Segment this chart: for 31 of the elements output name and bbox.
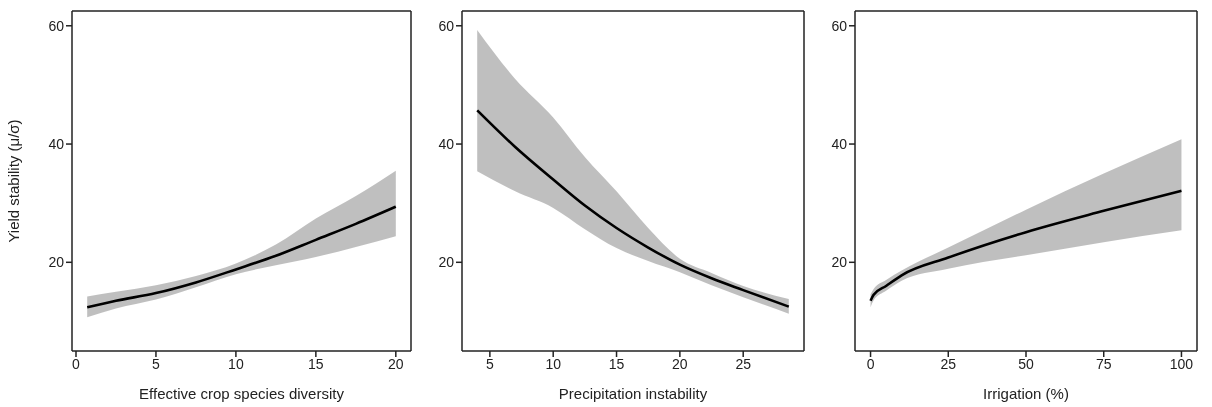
x-tick-label: 15 [308,355,324,372]
y-tick-label: 40 [48,136,65,153]
line-series [869,189,1183,303]
y-tick-label: 20 [438,254,455,271]
x-axis-title: Precipitation instability [558,385,708,402]
x-tick-label: 0 [72,355,81,372]
x-tick-label: 10 [545,355,562,372]
y-tick-label: 20 [831,254,848,271]
x-tick-label: 75 [1095,355,1112,372]
y-tick-label: 40 [831,136,848,153]
line-series [475,109,791,308]
x-tick-label: 100 [1169,355,1194,372]
y-tick-label: 40 [438,136,455,153]
y-tick-label: 60 [831,17,848,34]
x-tick-label: 5 [152,355,161,372]
y-tick-label: 60 [48,17,65,34]
x-tick-label: 0 [866,355,875,372]
x-tick-label: 25 [940,355,957,372]
x-tick-label: 15 [608,355,625,372]
x-tick-label: 20 [388,355,404,372]
x-tick-label: 20 [672,355,688,372]
y-axis-title: Yield stability (μ/σ) [5,119,23,243]
x-tick-label: 25 [735,355,752,372]
line-series [85,205,398,309]
x-tick-label: 50 [1018,355,1034,372]
x-axis-title: Effective crop species diversity [139,385,345,402]
x-tick-label: 5 [485,355,494,372]
x-tick-label: 10 [228,355,244,372]
x-axis-title: Irrigation (%) [983,385,1069,402]
y-tick-label: 20 [48,254,65,271]
y-tick-label: 60 [438,17,455,34]
